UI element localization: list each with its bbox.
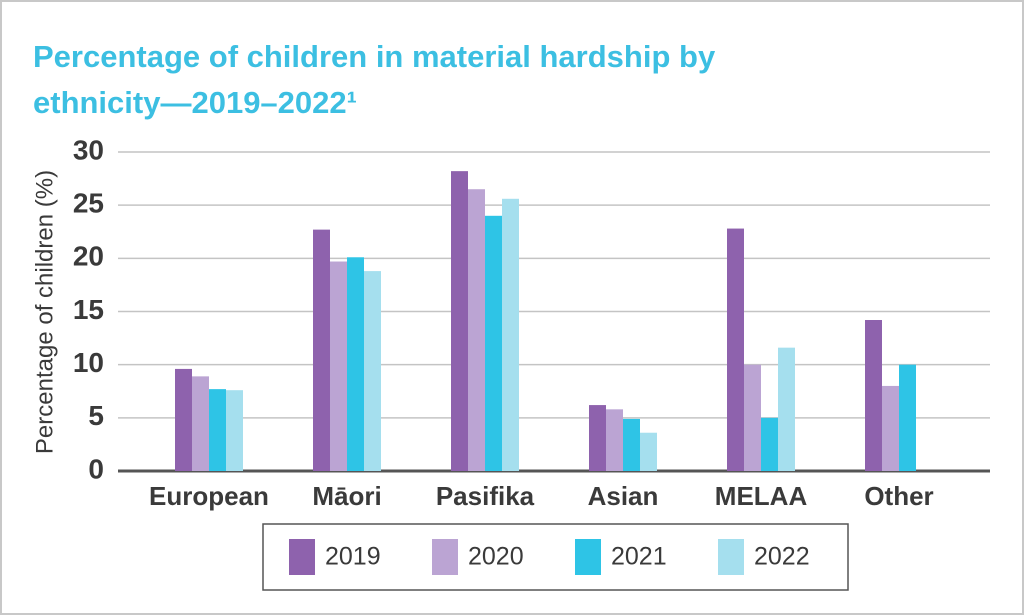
bar	[175, 368, 192, 471]
bar	[485, 215, 502, 471]
bar	[313, 229, 330, 471]
legend-label: 2020	[468, 543, 524, 571]
legend-swatch	[718, 539, 744, 575]
y-axis-label: Percentage of children (%)	[31, 170, 58, 454]
chart-title: Percentage of children in material hards…	[33, 39, 716, 120]
legend-swatch	[432, 539, 458, 575]
bar	[744, 364, 761, 471]
bar	[727, 228, 744, 471]
x-tick-label: Asian	[588, 481, 659, 511]
legend-label: 2021	[611, 543, 667, 571]
y-tick-label: 5	[88, 400, 104, 431]
x-tick-label: European	[149, 481, 269, 511]
y-tick-label: 20	[73, 241, 104, 272]
bar	[865, 320, 882, 471]
y-tick-label: 30	[73, 134, 104, 165]
x-tick-label: Other	[864, 481, 933, 511]
bar	[330, 261, 347, 471]
legend-swatch	[575, 539, 601, 575]
legend-label: 2019	[325, 543, 381, 571]
x-tick-label: Māori	[312, 481, 381, 511]
x-tick-label: MELAA	[715, 481, 808, 511]
bar	[882, 385, 899, 471]
y-tick-label: 15	[73, 294, 104, 325]
bar	[347, 257, 364, 471]
bar	[468, 189, 485, 471]
bar	[778, 347, 795, 471]
bar	[226, 390, 243, 471]
bar	[623, 418, 640, 471]
legend-swatch	[289, 539, 315, 575]
bar	[502, 198, 519, 471]
bar	[209, 389, 226, 471]
bar	[451, 171, 468, 471]
y-tick-label: 25	[73, 188, 104, 219]
y-tick-label: 10	[73, 347, 104, 378]
legend-label: 2022	[754, 543, 810, 571]
y-tick-label: 0	[88, 453, 104, 484]
bar	[606, 409, 623, 471]
bar	[364, 271, 381, 471]
bar	[589, 405, 606, 471]
bar	[192, 376, 209, 471]
bar	[761, 417, 778, 471]
legend-box	[262, 523, 849, 591]
x-tick-label: Pasifika	[436, 481, 535, 511]
bar	[899, 364, 916, 471]
bar	[640, 432, 657, 471]
